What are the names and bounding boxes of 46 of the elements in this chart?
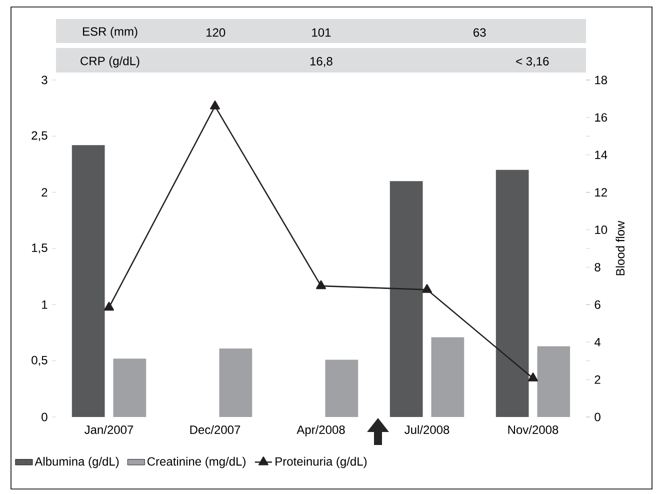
bar — [113, 358, 146, 417]
y-tick-label: 0 — [42, 412, 48, 422]
y-tick-label: 0,5 — [32, 356, 48, 366]
point — [104, 302, 114, 311]
y2-tick-label: 18 — [595, 76, 608, 84]
y2-axis-title: Blood flow — [616, 220, 625, 276]
y-tick-label: 2 — [42, 188, 48, 197]
text: < 3,16 — [516, 57, 549, 67]
y-tick-label: 2,5 — [32, 131, 48, 142]
y2-tick-label: 4 — [594, 338, 601, 346]
point — [422, 284, 432, 293]
text: 101 — [312, 28, 331, 37]
x-tick-label: Apr/2008 — [296, 425, 345, 436]
bar — [431, 337, 464, 417]
point — [316, 280, 326, 290]
text: 120 — [206, 28, 226, 37]
text: 16,8 — [310, 57, 332, 67]
x-tick-label: Nov/2008 — [508, 425, 558, 434]
text: ESR (mm) — [83, 26, 138, 38]
text: 63 — [474, 28, 486, 37]
y2-tick-label: 8 — [594, 262, 600, 272]
legend-label: Creatinine (mg/dL) — [147, 456, 246, 468]
bar — [390, 181, 423, 417]
y2-tick-label: 2 — [594, 375, 600, 384]
y2-tick-label: 12 — [595, 188, 607, 197]
bar — [72, 145, 105, 417]
y-tick-label: 3 — [42, 76, 48, 84]
y2-tick-label: 0 — [594, 412, 600, 422]
y2-tick-label: 14 — [595, 150, 608, 160]
legend-label: Albumina (g/dL) — [34, 456, 119, 468]
bar — [325, 360, 358, 417]
text: CRP (g/dL) — [80, 56, 140, 68]
y2-tick-label: 16 — [595, 113, 608, 122]
point — [528, 372, 538, 382]
bar — [537, 346, 570, 417]
bar — [219, 348, 252, 417]
y-tick-label: 1 — [42, 300, 48, 309]
x-tick-label: Jul/2008 — [404, 425, 450, 434]
legend-label: Proteinuria (g/dL) — [276, 456, 367, 468]
x-tick-label: Dec/2007 — [190, 425, 240, 434]
y2-tick-label: 6 — [594, 300, 600, 309]
y-tick-label: 1,5 — [32, 244, 48, 254]
bar — [496, 170, 529, 417]
point — [210, 100, 220, 110]
y2-tick-label: 10 — [595, 226, 608, 234]
x-tick-label: Jan/2007 — [84, 425, 134, 434]
